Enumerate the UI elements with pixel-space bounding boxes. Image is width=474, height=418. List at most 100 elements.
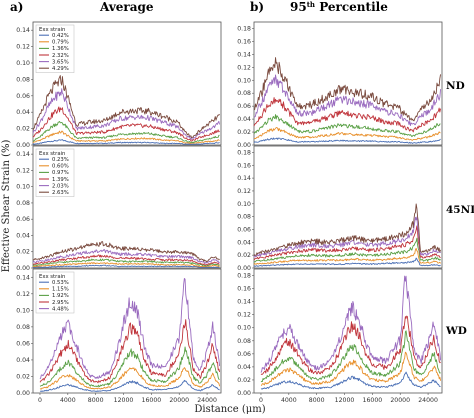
series-line-1 (253, 247, 441, 265)
y-tick-label: 0.00 (16, 390, 30, 397)
series-line-5 (32, 75, 220, 139)
row-label-nd: ND (446, 80, 465, 92)
legend-entry: 0.97% (52, 170, 69, 176)
y-tick-label: 0.10 (237, 77, 251, 84)
series-line-3 (253, 225, 441, 261)
x-tick-label: 20000 (169, 397, 189, 404)
series-line-3 (32, 254, 220, 266)
percentile-number: 95 (290, 0, 307, 14)
series-line-0 (32, 264, 220, 268)
column-title-average: Average (99, 0, 154, 14)
series-line-1 (32, 130, 220, 144)
x-tick-label: 20000 (390, 397, 410, 404)
y-tick-label: 0.00 (16, 142, 30, 149)
legend-entry: 0.79% (52, 40, 69, 46)
y-tick-label: 0.14 (237, 299, 251, 306)
series-line-1 (260, 351, 442, 386)
x-tick-label: 8000 (309, 397, 325, 404)
y-tick-label: 0.08 (237, 90, 251, 97)
y-tick-label: 0.10 (16, 184, 30, 191)
series-line-2 (32, 120, 220, 144)
y-tick-label: 0.12 (237, 312, 251, 319)
series-line-3 (260, 315, 441, 376)
legend-entry: 2.32% (52, 53, 69, 59)
x-tick-label: 4000 (60, 397, 76, 404)
x-tick-label: 4000 (281, 397, 297, 404)
column-title-percentile: 95th Percentile (290, 0, 388, 14)
y-tick-label: 0.16 (237, 286, 251, 293)
y-tick-label: 0.02 (16, 373, 30, 380)
y-tick-label: 0.14 (237, 175, 251, 182)
y-tick-label: 0.02 (237, 252, 251, 259)
x-tick-label: 8000 (88, 397, 104, 404)
series-line-4 (260, 275, 442, 373)
panels: 0.00 0.02 0.04 0.06 0.08 0.10 0.12 0.14 Exx stra… (16, 21, 443, 404)
x-tick-label: 0 (259, 397, 263, 404)
y-tick-label: 0.00 (16, 265, 30, 272)
chart-panel-0: 0.00 0.02 0.04 0.06 0.08 0.10 0.12 0.14 Exx stra… (16, 21, 222, 149)
y-tick-label: 0.16 (237, 38, 251, 45)
y-tick-label: 0.18 (237, 273, 251, 280)
series-line-0 (253, 137, 441, 144)
y-tick-label: 0.08 (16, 324, 30, 331)
y-tick-label: 0.08 (237, 338, 251, 345)
y-tick-label: 0.10 (16, 307, 30, 314)
legend-entry: 2.63% (52, 190, 69, 196)
series-line-2 (253, 114, 441, 138)
y-tick-label: 0.16 (237, 162, 251, 169)
legend-entry: 1.39% (52, 177, 69, 183)
series-line-1 (39, 367, 221, 390)
y-tick-label: 0.14 (16, 274, 30, 281)
y-tick-label: 0.12 (16, 44, 30, 51)
y-tick-label: 0.02 (16, 126, 30, 133)
y-tick-label: 0.12 (16, 291, 30, 298)
x-tick-label: 16000 (363, 397, 383, 404)
series-line-4 (32, 88, 220, 140)
y-tick-label: 0.10 (237, 201, 251, 208)
y-tick-label: 0.06 (16, 93, 30, 100)
y-tick-label: 0.12 (16, 167, 30, 174)
chart-panel-2: 0.00 0.02 0.04 0.06 0.08 0.10 0.12 0.14 Exx stra… (16, 145, 222, 272)
series-line-4 (39, 278, 221, 380)
y-tick-label: 0.06 (237, 226, 251, 233)
series-line-3 (253, 97, 441, 133)
series-line-4 (253, 216, 441, 258)
series-line-1 (32, 262, 220, 268)
legend-entry: 0.42% (52, 33, 69, 39)
legend-title: Exx strain (39, 274, 65, 280)
y-tick-label: 0.10 (16, 60, 30, 67)
chart-panel-4: 0.00 0.02 0.04 0.06 0.08 0.10 0.12 0.14 0 4000 800… (16, 268, 222, 404)
legend-box (35, 271, 75, 314)
series-line-5 (253, 57, 441, 122)
legend-entry: 4.29% (52, 66, 69, 72)
y-tick-label: 0.00 (237, 390, 251, 397)
series-line-2 (253, 237, 441, 263)
legend-entry: 3.65% (52, 59, 69, 65)
y-tick-label: 0.10 (237, 325, 251, 332)
panel-a-label: a) (10, 0, 23, 14)
panel-frame (32, 21, 222, 146)
legend-entry: 2.03% (52, 183, 69, 189)
y-tick-label: 0.06 (237, 351, 251, 358)
chart-panel-1: 0.00 0.02 0.04 0.06 0.08 0.10 0.12 0.14 0.16 0.18 (237, 21, 443, 149)
series-line-2 (32, 258, 220, 267)
y-tick-label: 0.04 (16, 232, 30, 239)
series-line-5 (253, 203, 441, 256)
series-line-4 (32, 248, 220, 264)
percentile-superscript: th (307, 0, 315, 9)
series-line-3 (32, 106, 220, 142)
legend-entry: 1.36% (52, 46, 69, 52)
x-tick-label: 16000 (142, 397, 162, 404)
y-tick-label: 0.14 (16, 27, 30, 34)
chart-panel-5: 0.00 0.02 0.04 0.06 0.08 0.10 0.12 0.14 0.16 0.18… (237, 268, 443, 404)
y-tick-label: 0.04 (237, 364, 251, 371)
series-line-5 (32, 241, 220, 263)
y-tick-label: 0.00 (237, 265, 251, 272)
y-tick-label: 0.02 (16, 249, 30, 256)
series-line-1 (254, 127, 441, 141)
series-line-0 (253, 257, 441, 267)
y-tick-label: 0.06 (237, 103, 251, 110)
series-line-0 (39, 379, 220, 392)
series-line-4 (253, 74, 441, 127)
y-tick-label: 0.04 (16, 357, 30, 364)
